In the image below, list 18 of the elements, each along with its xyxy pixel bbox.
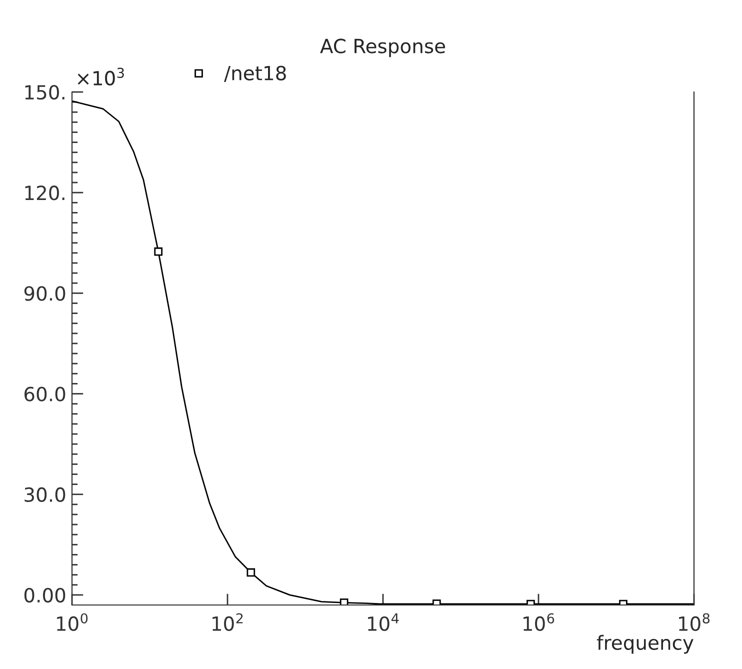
y-tick-label: 30.0: [24, 487, 66, 502]
point: [340, 598, 348, 605]
chart-title: AC Response: [320, 38, 446, 58]
y-tick-label: 60.0: [24, 386, 66, 402]
x-tick-label: 10$^{2}$: [212, 613, 243, 632]
x-tick-label: 10$^{6}$: [524, 613, 554, 632]
text: ×10$^{3}$: [78, 68, 124, 86]
legend-label: /net18: [224, 66, 286, 82]
x-tick-label: 10$^{8}$: [679, 613, 710, 632]
x-axis-title: frequency: [596, 634, 694, 654]
y-tick-label: 90.0: [24, 286, 66, 301]
y-tick-label: 0.00: [24, 588, 66, 603]
point: [246, 568, 256, 577]
x-tick-label: 10$^{4}$: [368, 613, 399, 632]
point: [154, 247, 163, 256]
x-tick-label: 10$^{0}$: [57, 613, 88, 632]
y-tick-label: 120.: [25, 186, 64, 200]
y-tick-label: 150.: [25, 84, 64, 100]
